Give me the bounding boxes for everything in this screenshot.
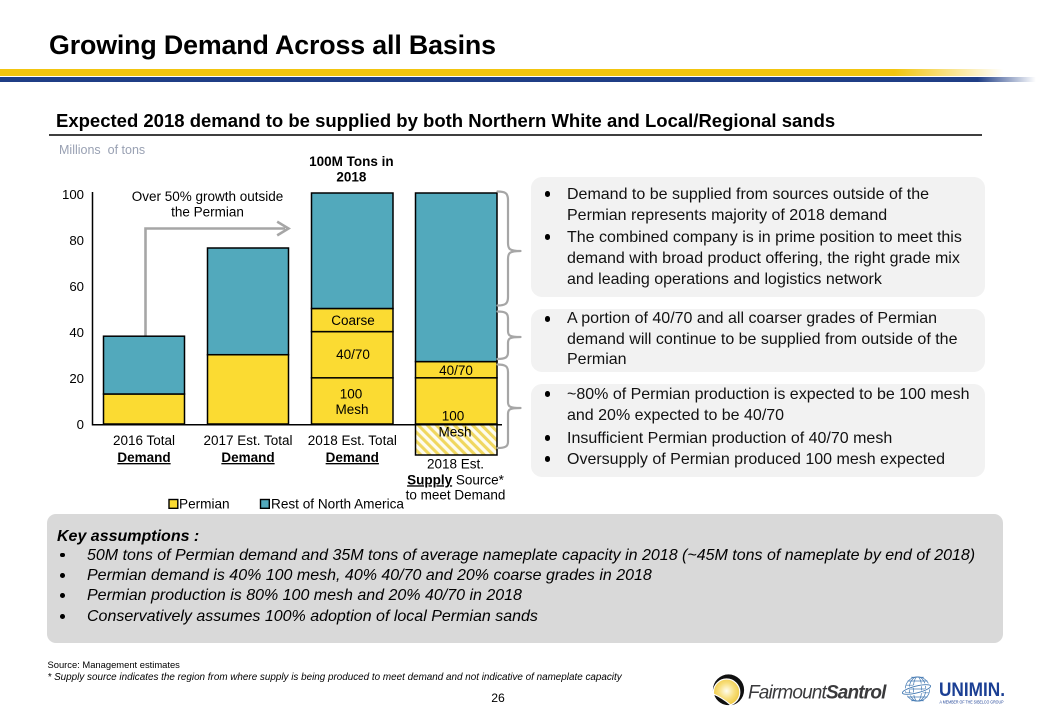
svg-text:80: 80 [69, 233, 84, 248]
svg-text:100: 100 [442, 409, 465, 424]
svg-text:Mesh: Mesh [438, 425, 471, 440]
svg-text:2016 Total: 2016 Total [113, 433, 175, 448]
svg-text:the Permian: the Permian [171, 204, 244, 219]
svg-text:0: 0 [77, 417, 84, 432]
svg-text:Mesh: Mesh [335, 402, 368, 417]
svg-text:UNIMIN.: UNIMIN. [939, 679, 1005, 701]
svg-text:2017 Est. Total: 2017 Est. Total [203, 433, 292, 448]
svg-text:2018 Est. Total: 2018 Est. Total [308, 433, 397, 448]
svg-text:Demand: Demand [117, 450, 170, 465]
svg-text:40: 40 [69, 325, 84, 340]
svg-text:Demand: Demand [326, 450, 379, 465]
svg-text:40/70: 40/70 [439, 363, 473, 378]
svg-text:100: 100 [340, 387, 363, 402]
svg-text:Permian: Permian [179, 497, 230, 512]
svg-text:100M Tons in: 100M Tons in [309, 154, 394, 169]
svg-text:Rest of North America: Rest of North America [271, 497, 404, 512]
svg-text:20: 20 [69, 371, 84, 386]
svg-text:Supply Source*: Supply Source* [407, 472, 505, 487]
svg-text:Coarse: Coarse [331, 313, 375, 328]
svg-text:FairmountSantrol: FairmountSantrol [748, 683, 887, 704]
svg-text:Over 50% growth outside: Over 50% growth outside [132, 189, 284, 204]
svg-text:Demand: Demand [221, 450, 274, 465]
svg-text:100: 100 [62, 187, 84, 202]
svg-text:A MEMBER OF THE SIBELCO GROUP: A MEMBER OF THE SIBELCO GROUP [940, 700, 1004, 705]
svg-text:40/70: 40/70 [336, 347, 370, 362]
svg-text:2018: 2018 [336, 170, 367, 185]
svg-text:2018 Est.: 2018 Est. [427, 457, 484, 472]
svg-text:to meet Demand: to meet Demand [406, 487, 506, 502]
svg-text:60: 60 [69, 279, 84, 294]
